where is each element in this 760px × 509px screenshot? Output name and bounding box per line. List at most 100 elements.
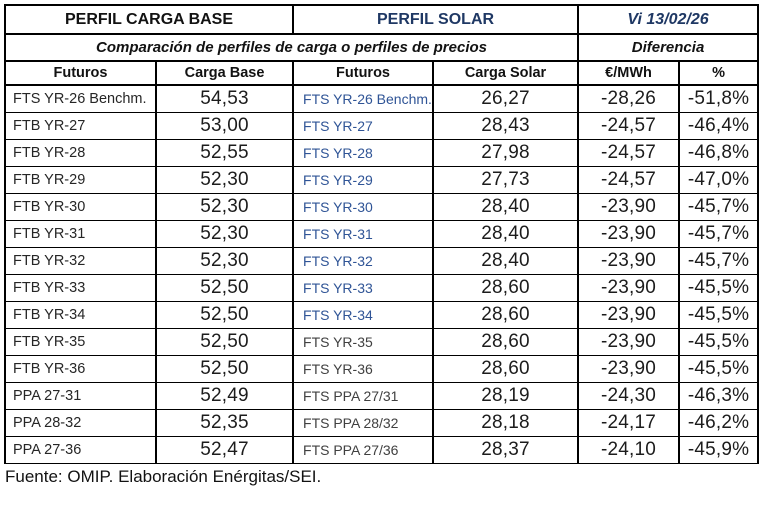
cell-futuros-solar: FTS PPA 27/31 bbox=[292, 382, 435, 410]
cell-diff-eur-mwh: -23,90 bbox=[577, 301, 681, 329]
table-row: FTB YR-35 52,50 FTS YR-35 28,60 -23,90 -… bbox=[4, 328, 760, 356]
cell-carga-solar: 28,40 bbox=[432, 193, 580, 221]
header-perfil-carga-base: PERFIL CARGA BASE bbox=[3, 4, 295, 35]
group-header-row: PERFIL CARGA BASE PERFIL SOLAR Vi 13/02/… bbox=[3, 4, 760, 35]
table-row: FTB YR-30 52,30 FTS YR-30 28,40 -23,90 -… bbox=[4, 193, 760, 221]
cell-diff-pct: -47,0% bbox=[678, 166, 760, 194]
cell-futuros-solar: FTS YR-31 bbox=[292, 220, 435, 248]
table-row: PPA 27-31 52,49 FTS PPA 27/31 28,19 -24,… bbox=[4, 382, 760, 410]
cell-futuros-base: FTB YR-36 bbox=[4, 355, 157, 383]
cell-diff-eur-mwh: -24,57 bbox=[577, 112, 681, 140]
cell-futuros-base: FTB YR-35 bbox=[4, 328, 157, 356]
column-header-row: Futuros Carga Base Futuros Carga Solar €… bbox=[4, 60, 760, 86]
cell-futuros-base: PPA 28-32 bbox=[4, 409, 157, 437]
cell-futuros-solar: FTS YR-35 bbox=[292, 328, 435, 356]
cell-diff-eur-mwh: -23,90 bbox=[577, 355, 681, 383]
cell-diff-eur-mwh: -24,30 bbox=[577, 382, 681, 410]
cell-carga-base: 52,47 bbox=[154, 436, 295, 464]
cell-carga-solar: 28,18 bbox=[432, 409, 580, 437]
cell-carga-base: 52,49 bbox=[154, 382, 295, 410]
cell-futuros-solar: FTS YR-33 bbox=[292, 274, 435, 302]
cell-futuros-base: FTB YR-32 bbox=[4, 247, 157, 275]
cell-diff-pct: -51,8% bbox=[678, 84, 760, 113]
cell-carga-base: 52,50 bbox=[154, 274, 295, 302]
cell-diff-pct: -45,7% bbox=[678, 193, 760, 221]
table-body: FTS YR-26 Benchm. 54,53 FTS YR-26 Benchm… bbox=[4, 84, 760, 464]
cell-carga-solar: 27,73 bbox=[432, 166, 580, 194]
cell-futuros-base: FTB YR-31 bbox=[4, 220, 157, 248]
col-header-futuros-base: Futuros bbox=[4, 60, 157, 86]
cell-diff-eur-mwh: -24,10 bbox=[577, 436, 681, 464]
cell-diff-pct: -46,3% bbox=[678, 382, 760, 410]
table-row: FTB YR-32 52,30 FTS YR-32 28,40 -23,90 -… bbox=[4, 247, 760, 275]
cell-carga-solar: 28,37 bbox=[432, 436, 580, 464]
cell-carga-base: 52,55 bbox=[154, 139, 295, 167]
source-note: Fuente: OMIP. Elaboración Enérgitas/SEI. bbox=[5, 467, 322, 486]
cell-carga-solar: 28,43 bbox=[432, 112, 580, 140]
futures-comparison-table: PERFIL CARGA BASE PERFIL SOLAR Vi 13/02/… bbox=[3, 4, 760, 464]
col-header-pct: % bbox=[678, 60, 760, 86]
cell-carga-solar: 28,40 bbox=[432, 247, 580, 275]
cell-carga-base: 52,50 bbox=[154, 301, 295, 329]
cell-futuros-base: FTB YR-29 bbox=[4, 166, 157, 194]
cell-diff-eur-mwh: -24,17 bbox=[577, 409, 681, 437]
cell-carga-solar: 28,60 bbox=[432, 301, 580, 329]
table-row: FTB YR-27 53,00 FTS YR-27 28,43 -24,57 -… bbox=[4, 112, 760, 140]
cell-futuros-solar: FTS PPA 27/36 bbox=[292, 436, 435, 464]
table-row: PPA 28-32 52,35 FTS PPA 28/32 28,18 -24,… bbox=[4, 409, 760, 437]
cell-futuros-solar: FTS YR-32 bbox=[292, 247, 435, 275]
header-perfil-solar: PERFIL SOLAR bbox=[292, 4, 580, 35]
table-caption: Comparación de perfiles de carga o perfi… bbox=[3, 33, 580, 62]
cell-diff-pct: -45,5% bbox=[678, 328, 760, 356]
cell-diff-eur-mwh: -23,90 bbox=[577, 328, 681, 356]
cell-carga-base: 52,35 bbox=[154, 409, 295, 437]
table-row: FTB YR-34 52,50 FTS YR-34 28,60 -23,90 -… bbox=[4, 301, 760, 329]
cell-diff-pct: -46,2% bbox=[678, 409, 760, 437]
cell-futuros-base: FTB YR-33 bbox=[4, 274, 157, 302]
cell-diff-pct: -45,9% bbox=[678, 436, 760, 464]
cell-diff-pct: -45,5% bbox=[678, 274, 760, 302]
cell-futuros-solar: FTS YR-27 bbox=[292, 112, 435, 140]
cell-diff-pct: -45,7% bbox=[678, 220, 760, 248]
col-header-futuros-solar: Futuros bbox=[292, 60, 435, 86]
cell-carga-base: 52,50 bbox=[154, 328, 295, 356]
cell-diff-eur-mwh: -24,57 bbox=[577, 166, 681, 194]
cell-futuros-solar: FTS YR-30 bbox=[292, 193, 435, 221]
col-header-carga-base: Carga Base bbox=[154, 60, 295, 86]
cell-diff-eur-mwh: -28,26 bbox=[577, 84, 681, 113]
table-row: FTB YR-33 52,50 FTS YR-33 28,60 -23,90 -… bbox=[4, 274, 760, 302]
cell-futuros-solar: FTS YR-36 bbox=[292, 355, 435, 383]
cell-futuros-base: PPA 27-31 bbox=[4, 382, 157, 410]
cell-futuros-solar: FTS YR-29 bbox=[292, 166, 435, 194]
cell-diff-eur-mwh: -23,90 bbox=[577, 193, 681, 221]
table-row: FTS YR-26 Benchm. 54,53 FTS YR-26 Benchm… bbox=[4, 84, 760, 113]
cell-diff-eur-mwh: -24,57 bbox=[577, 139, 681, 167]
cell-diff-eur-mwh: -23,90 bbox=[577, 247, 681, 275]
table-row: FTB YR-28 52,55 FTS YR-28 27,98 -24,57 -… bbox=[4, 139, 760, 167]
cell-futuros-base: FTS YR-26 Benchm. bbox=[4, 84, 157, 113]
cell-diff-eur-mwh: -23,90 bbox=[577, 220, 681, 248]
cell-carga-solar: 28,40 bbox=[432, 220, 580, 248]
cell-diff-eur-mwh: -23,90 bbox=[577, 274, 681, 302]
cell-diff-pct: -46,4% bbox=[678, 112, 760, 140]
cell-futuros-base: FTB YR-27 bbox=[4, 112, 157, 140]
header-date: Vi 13/02/26 bbox=[577, 4, 760, 35]
cell-futuros-solar: FTS YR-26 Benchm. bbox=[292, 84, 435, 113]
cell-futuros-solar: FTS YR-28 bbox=[292, 139, 435, 167]
cell-carga-base: 54,53 bbox=[154, 84, 295, 113]
cell-carga-solar: 28,19 bbox=[432, 382, 580, 410]
table-row: FTB YR-29 52,30 FTS YR-29 27,73 -24,57 -… bbox=[4, 166, 760, 194]
cell-carga-base: 52,30 bbox=[154, 247, 295, 275]
cell-carga-base: 52,30 bbox=[154, 166, 295, 194]
cell-diff-pct: -45,5% bbox=[678, 355, 760, 383]
cell-carga-solar: 28,60 bbox=[432, 355, 580, 383]
report-page: PERFIL CARGA BASE PERFIL SOLAR Vi 13/02/… bbox=[3, 4, 760, 486]
cell-carga-solar: 26,27 bbox=[432, 84, 580, 113]
table-row: FTB YR-36 52,50 FTS YR-36 28,60 -23,90 -… bbox=[4, 355, 760, 383]
col-header-carga-solar: Carga Solar bbox=[432, 60, 580, 86]
cell-carga-base: 52,30 bbox=[154, 193, 295, 221]
cell-carga-solar: 27,98 bbox=[432, 139, 580, 167]
cell-diff-pct: -46,8% bbox=[678, 139, 760, 167]
table-row: PPA 27-36 52,47 FTS PPA 27/36 28,37 -24,… bbox=[4, 436, 760, 464]
table-row: FTB YR-31 52,30 FTS YR-31 28,40 -23,90 -… bbox=[4, 220, 760, 248]
